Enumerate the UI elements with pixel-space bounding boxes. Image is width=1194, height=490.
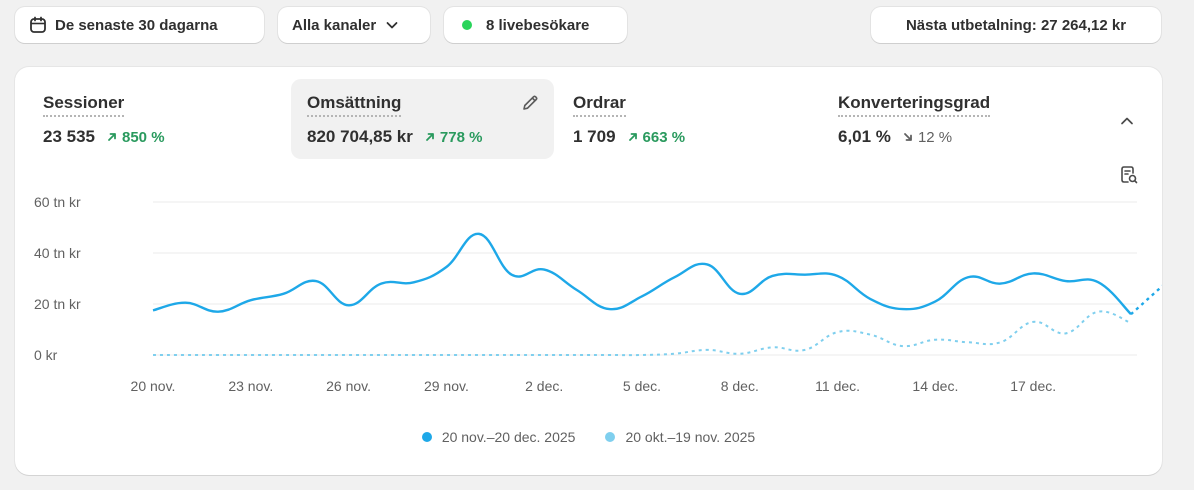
x-tick-label: 5 dec.	[623, 378, 661, 394]
arrow-up-right-icon	[425, 133, 434, 141]
metric-value: 1 709	[573, 127, 616, 146]
legend-swatch	[421, 432, 432, 442]
metric-change: 12 %	[903, 129, 952, 146]
chevron-down-icon	[385, 18, 399, 32]
metric-value: 23 535	[43, 127, 95, 146]
legend-swatch	[605, 432, 616, 442]
metric-value: 820 704,85 kr	[307, 127, 413, 146]
legend-item-current[interactable]: 20 nov.–20 dec. 2025	[421, 429, 576, 445]
y-tick-label: 40 tn kr	[34, 245, 81, 261]
legend-label: 20 okt.–19 nov. 2025	[625, 429, 756, 445]
metric-change: 778 %	[425, 128, 483, 146]
y-tick-label: 60 tn kr	[34, 194, 81, 210]
date-range-label: De senaste 30 dagarna	[55, 16, 218, 34]
metric-change: 663 %	[628, 128, 686, 146]
date-range-button[interactable]: De senaste 30 dagarna	[15, 7, 264, 43]
x-tick-label: 14 dec.	[912, 378, 958, 394]
arrow-up-right-icon	[108, 133, 116, 141]
x-tick-label: 23 nov.	[228, 378, 273, 394]
payout-button[interactable]: Nästa utbetalning: 27 264,12 kr	[871, 7, 1161, 43]
arrow-up-right-icon	[628, 133, 637, 141]
chevron-up-icon[interactable]	[1115, 109, 1139, 133]
x-tick-label: 29 nov.	[424, 378, 469, 394]
x-tick-label: 8 dec.	[721, 378, 759, 394]
live-dot-icon	[462, 20, 472, 30]
x-tick-label: 2 dec.	[525, 378, 563, 394]
pencil-icon[interactable]	[520, 93, 540, 118]
channel-filter-button[interactable]: Alla kanaler	[278, 7, 430, 43]
y-tick-label: 20 tn kr	[34, 296, 81, 312]
analytics-card: Sessioner 23 535 850 % Omsättning 820 70…	[15, 67, 1162, 475]
metric-conversion[interactable]: Konverteringsgrad 6,01 % 12 %	[822, 79, 1082, 159]
legend-item-previous[interactable]: 20 okt.–19 nov. 2025	[605, 429, 755, 445]
metric-label: Ordrar	[573, 93, 626, 117]
series-line-current	[152, 232, 1132, 316]
x-tick-label: 17 dec.	[1010, 378, 1056, 394]
x-tick-label: 11 dec.	[815, 378, 860, 394]
metric-change-value: 850 %	[122, 128, 165, 146]
arrow-down-right-icon	[904, 133, 912, 141]
revenue-line-chart: 60 tn kr 40 tn kr 20 tn kr 0 kr 20 nov. 23 no…	[34, 194, 1162, 394]
metric-change-value: 663 %	[642, 128, 686, 146]
series-line-current-tail	[1130, 284, 1162, 316]
chart-legend: 20 nov.–20 dec. 2025 20 okt.–19 nov. 202…	[15, 429, 1162, 445]
search-document-icon[interactable]	[1118, 164, 1140, 186]
y-tick-label: 0 kr	[34, 347, 58, 363]
metric-label: Konverteringsgrad	[838, 93, 991, 117]
channel-filter-label: Alla kanaler	[292, 16, 377, 34]
metric-change-value: 778 %	[439, 128, 483, 146]
metric-sessions[interactable]: Sessioner 23 535 850 %	[27, 79, 277, 159]
legend-label: 20 nov.–20 dec. 2025	[441, 429, 576, 445]
x-tick-label: 26 nov.	[326, 378, 371, 394]
metric-change-value: 12 %	[917, 128, 953, 146]
metric-revenue[interactable]: Omsättning 820 704,85 kr 778 %	[291, 79, 554, 159]
payout-label: Nästa utbetalning: 27 264,12 kr	[905, 16, 1127, 34]
series-line-previous	[153, 310, 1132, 357]
live-visitors-button[interactable]: 8 livebesökare	[444, 7, 627, 43]
x-tick-label: 20 nov.	[131, 378, 176, 394]
metric-value: 6,01 %	[838, 127, 891, 146]
metric-label: Omsättning	[307, 93, 402, 117]
metric-orders[interactable]: Ordrar 1 709 663 %	[557, 79, 807, 159]
live-visitors-label: 8 livebesökare	[486, 16, 590, 34]
metric-change: 850 %	[107, 129, 165, 146]
metric-label: Sessioner	[43, 93, 125, 117]
calendar-icon	[29, 16, 47, 34]
